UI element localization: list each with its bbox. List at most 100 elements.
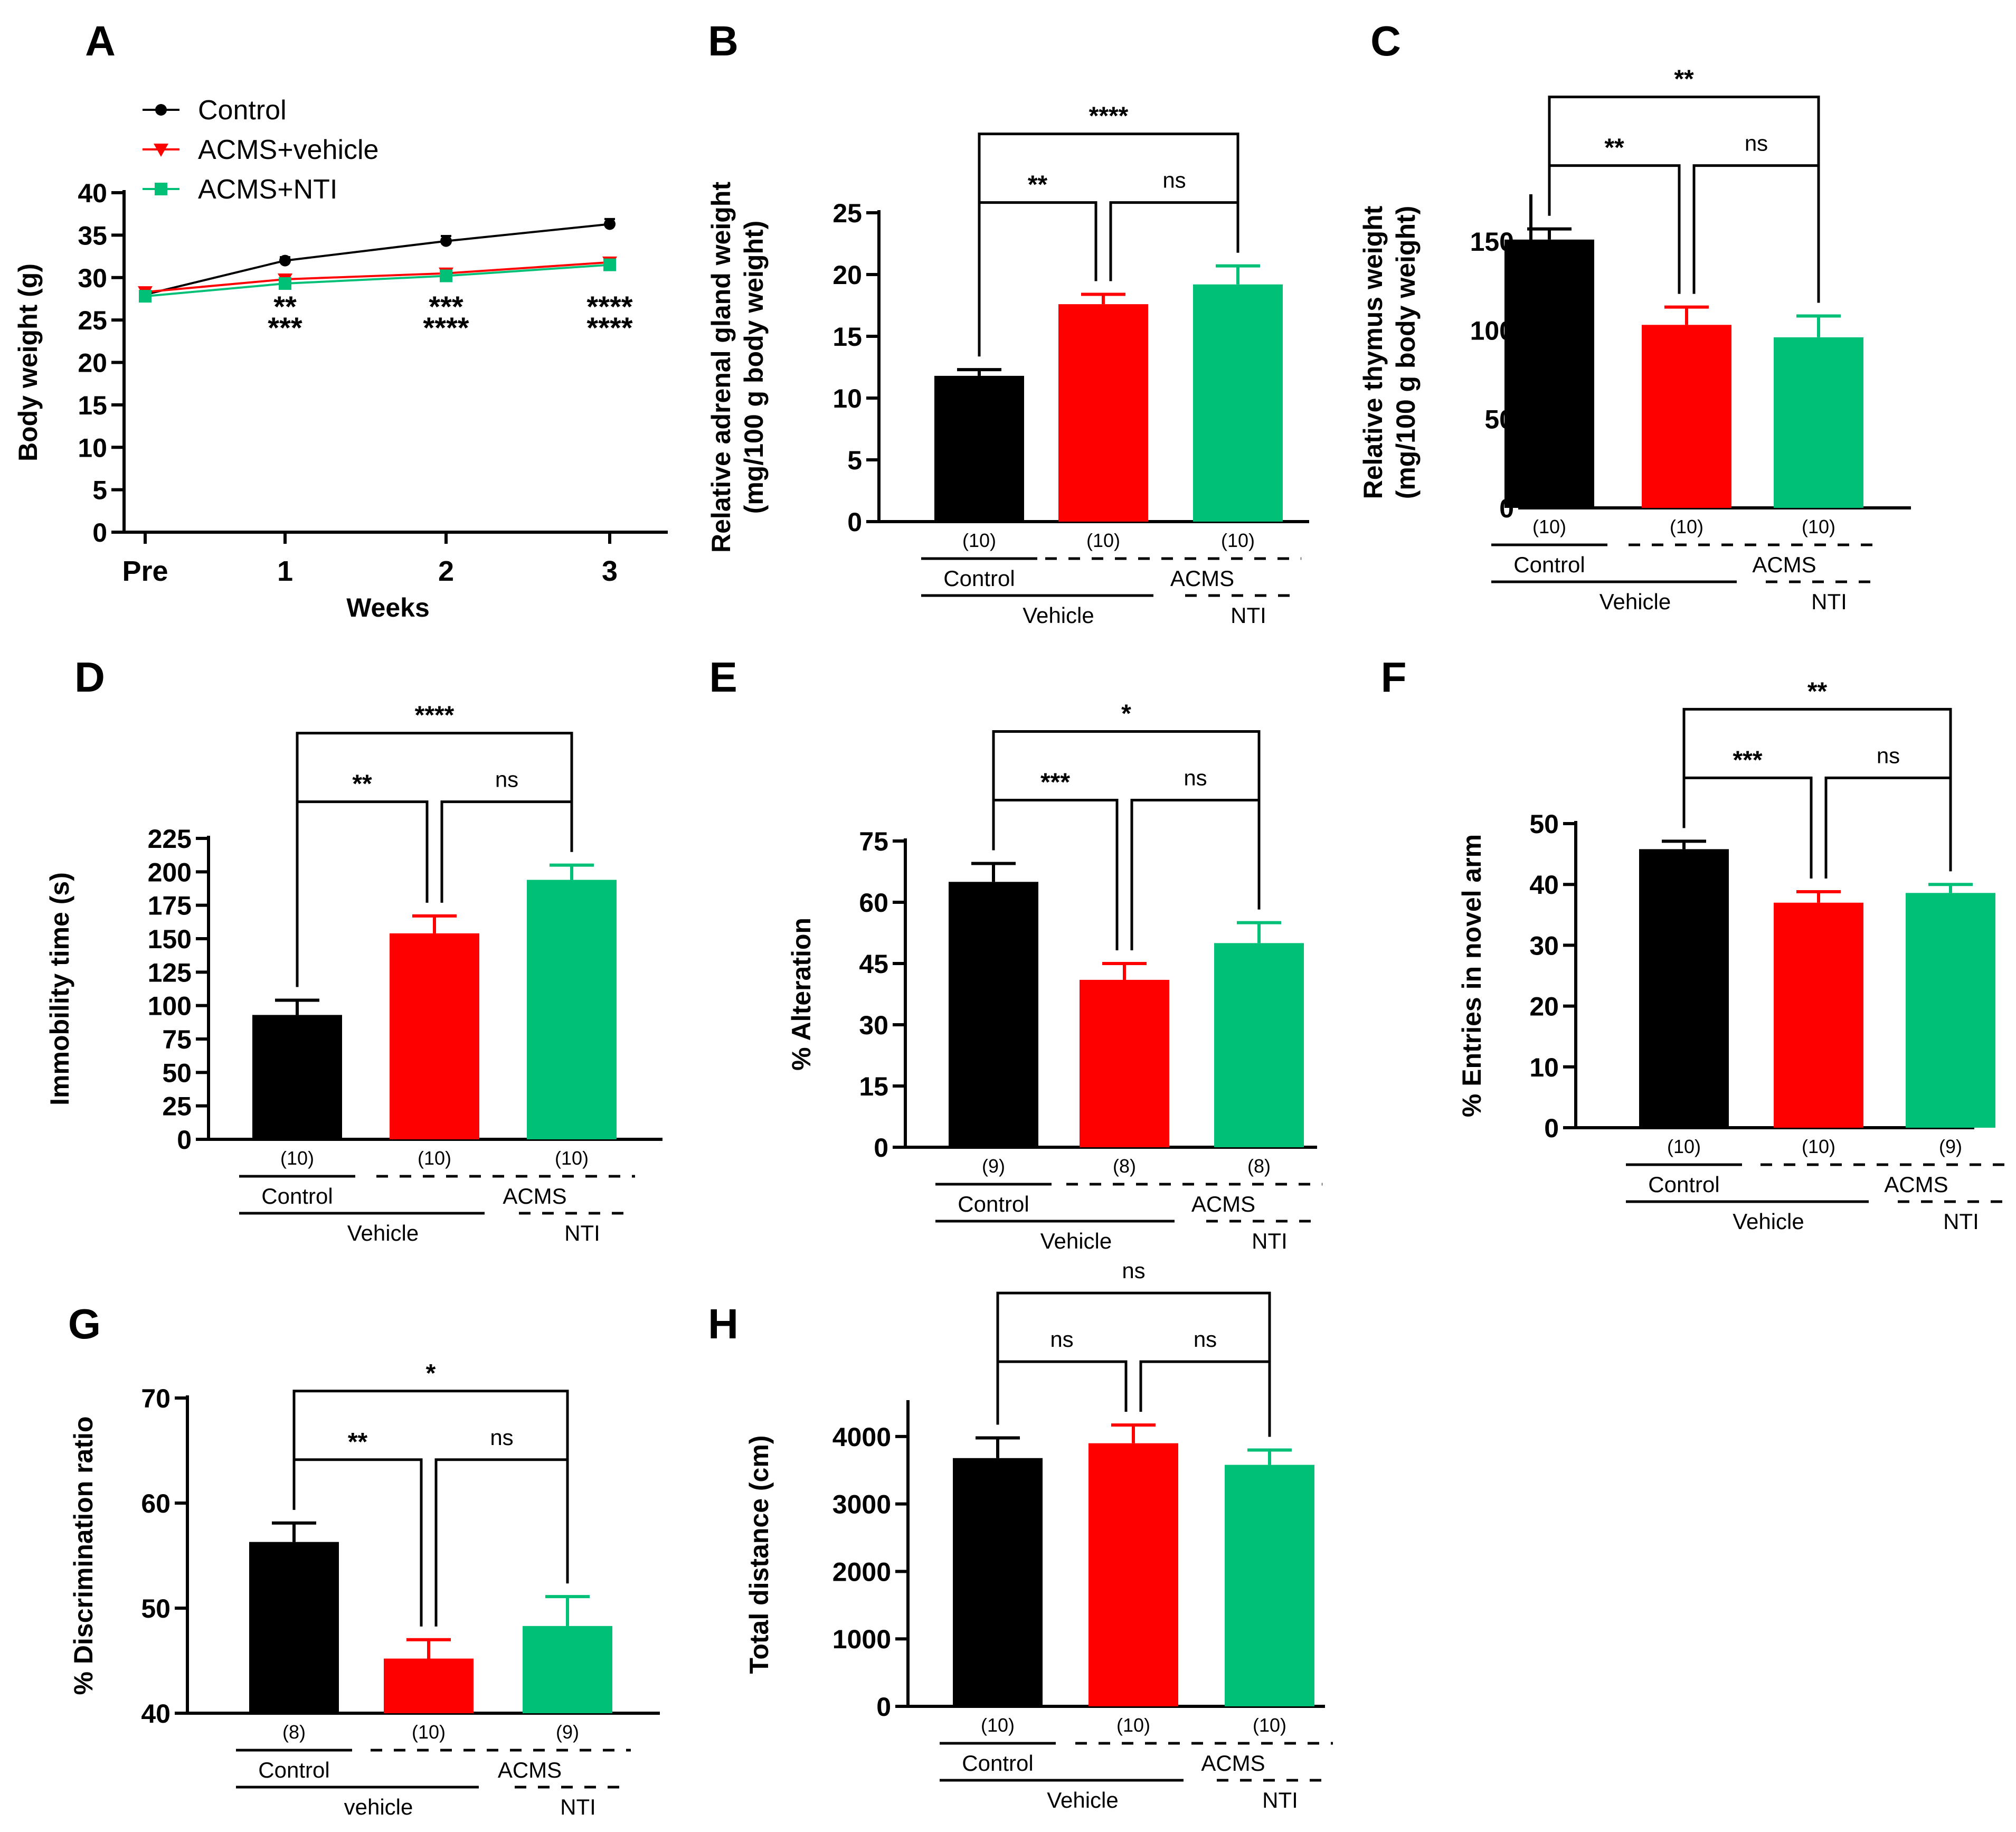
comparison-bracket	[292, 1390, 569, 1584]
legend-marker	[155, 183, 167, 195]
sample-size: (10)	[1670, 516, 1703, 537]
x-tick-label: 3	[602, 555, 618, 587]
bar	[527, 880, 617, 1139]
group-label-acms: ACMS	[1201, 1751, 1265, 1776]
significance-label: ns	[1122, 1258, 1145, 1283]
bar	[1639, 849, 1729, 1128]
significance-label: *	[1121, 700, 1131, 728]
bar	[523, 1626, 612, 1713]
group-label-acms: ACMS	[1752, 552, 1816, 577]
data-point	[139, 290, 152, 303]
y-tick-label: 15	[78, 391, 107, 420]
legend-label: Control	[198, 95, 287, 126]
group-label-vehicle: Vehicle	[1040, 1229, 1112, 1253]
y-tick-label: 30	[859, 1011, 888, 1040]
panel-f: F 0 10 20 30 40 50 % Entries in novel arm (10) (1…	[1381, 654, 2014, 1234]
y-tick-label: 40	[141, 1699, 171, 1729]
comparison-bracket	[996, 1291, 1271, 1437]
group-label-vehicle: Vehicle	[1733, 1209, 1804, 1234]
y-tick-label: 0	[847, 507, 862, 537]
comparison-bracket	[434, 1458, 569, 1627]
bar	[1058, 304, 1148, 522]
y-axis-label: Total distance (cm)	[744, 1436, 774, 1674]
y-tick-label: 0	[876, 1692, 891, 1722]
comparison-bracket	[296, 732, 573, 987]
significance-label: ns	[1745, 131, 1768, 156]
bar	[949, 882, 1038, 1147]
group-label-acms: ACMS	[1170, 566, 1234, 591]
group-label-control: Control	[258, 1758, 329, 1782]
significance-label: **	[1674, 65, 1694, 93]
x-tick-label: Pre	[122, 555, 168, 587]
bar	[1214, 943, 1304, 1147]
sample-size: (10)	[555, 1147, 589, 1169]
group-label-control: Control	[943, 566, 1015, 591]
group-label-vehicle: Vehicle	[1599, 589, 1671, 614]
bar	[1089, 1443, 1178, 1706]
y-tick-label: 200	[148, 857, 192, 887]
significance-label: ***	[1040, 769, 1070, 797]
group-label-acms: ACMS	[503, 1184, 566, 1208]
bar	[934, 375, 1024, 522]
y-tick-label: 25	[832, 199, 862, 228]
y-tick-label: 0	[1544, 1113, 1559, 1143]
data-point	[279, 254, 291, 267]
y-tick-label: 50	[141, 1594, 171, 1623]
panel-letter: E	[709, 654, 737, 701]
y-tick-label: 30	[1529, 931, 1559, 960]
y-tick-label: 5	[847, 446, 862, 475]
y-tick-label: 150	[148, 924, 192, 954]
y-tick-label: 0	[92, 518, 107, 547]
panel-e: E 0 15 30 45 60 75 % Alteration (9) (8) (8) *** ns * C…	[709, 654, 1322, 1253]
y-tick-label: 30	[78, 263, 107, 293]
y-axis-label: Body weight (g)	[13, 263, 43, 461]
group-label-nti: NTI	[1943, 1209, 1979, 1234]
significance-label: ****	[1089, 102, 1129, 130]
significance-label: **	[1604, 134, 1624, 162]
bar	[1193, 284, 1283, 522]
data-point	[440, 235, 452, 247]
significance-label: ns	[1194, 1327, 1217, 1352]
significance-label: **	[1807, 677, 1828, 705]
data-point	[440, 269, 452, 282]
group-label-acms: ACMS	[1884, 1172, 1948, 1197]
comparison-bracket	[992, 730, 1261, 910]
y-tick-label: 20	[78, 348, 107, 378]
group-label-control: Control	[958, 1192, 1029, 1216]
sample-size: (9)	[982, 1155, 1005, 1177]
comparison-bracket	[1548, 96, 1820, 303]
group-label-control: Control	[1513, 552, 1585, 577]
sample-size: (10)	[1116, 1714, 1150, 1736]
bar	[390, 933, 479, 1139]
significance-label: ****	[586, 311, 632, 344]
legend-label: ACMS+NTI	[198, 174, 337, 205]
significance-label: ***	[429, 290, 463, 323]
y-tick-label: 0	[177, 1125, 192, 1155]
bar	[1080, 979, 1169, 1147]
comparison-bracket	[996, 1360, 1128, 1425]
y-tick-label: 1000	[832, 1625, 891, 1654]
bar	[953, 1458, 1043, 1706]
group-label-nti: NTI	[1262, 1788, 1298, 1812]
y-axis-label: (mg/100 g body weight)	[739, 221, 769, 514]
significance-label: **	[273, 290, 297, 323]
y-tick-label: 75	[162, 1025, 192, 1054]
bar	[1225, 1465, 1314, 1706]
x-axis-label: Weeks	[346, 593, 430, 622]
sample-size: (8)	[1247, 1155, 1271, 1177]
significance-label: **	[348, 1428, 368, 1456]
sample-size: (10)	[1667, 1136, 1701, 1157]
y-tick-label: 60	[859, 888, 888, 918]
significance-label: ****	[423, 311, 469, 344]
panel-h: H 0 1000 2000 3000 4000 Total distance (cm) (10…	[708, 1258, 1333, 1812]
series-line	[145, 263, 610, 298]
y-tick-label: 5	[92, 476, 107, 505]
y-tick-label: 50	[162, 1058, 192, 1088]
significance-label: **	[1028, 171, 1048, 199]
significance-label: ns	[1050, 1327, 1073, 1352]
y-axis-label: % Discrimination ratio	[69, 1417, 98, 1695]
group-label-vehicle: Vehicle	[1047, 1788, 1118, 1812]
sample-size: (9)	[1939, 1136, 1962, 1157]
legend-marker	[155, 104, 167, 116]
